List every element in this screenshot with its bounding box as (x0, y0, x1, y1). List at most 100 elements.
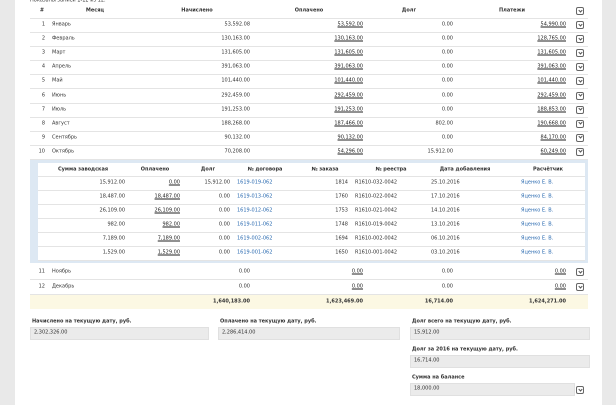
detail-cell[interactable]: Яценко Е. В. (521, 249, 554, 256)
detail-cell[interactable]: Яценко Е. В. (521, 207, 554, 214)
cell[interactable]: 187,466.00 (334, 120, 363, 127)
field-value: 15,912.00 (414, 329, 440, 336)
detail-cell[interactable]: 1619-019-062 (237, 179, 273, 186)
row-number: 6 (41, 92, 45, 98)
row-action[interactable] (576, 147, 584, 156)
cell[interactable]: 130,163.00 (334, 35, 363, 42)
row-number: 8 (41, 120, 45, 127)
detail-cell: 7,189.00 (102, 235, 125, 242)
detail-cell[interactable]: 1619-011-062 (237, 221, 273, 228)
detail-header: № договора (247, 166, 283, 173)
cell[interactable]: 128,765.00 (537, 35, 566, 42)
row-number: 11 (38, 268, 45, 275)
field-box (410, 327, 590, 340)
detail-cell: 17.10.2016 (431, 193, 460, 200)
row-action[interactable] (576, 386, 584, 394)
detail-cell[interactable]: Яценко Е. В. (521, 221, 554, 228)
detail-cell[interactable]: 26,109.00 (154, 207, 180, 214)
total-cell: 1,640,183.00 (212, 298, 250, 305)
month: Июнь (52, 92, 67, 98)
column-header: Платежи (499, 7, 525, 14)
month: Ноябрь (52, 268, 72, 275)
cell: 0.00 (441, 134, 453, 141)
detail-cell[interactable]: Яценко Е. В. (521, 235, 554, 242)
detail-cell[interactable]: Яценко Е. В. (521, 193, 554, 200)
cell[interactable]: 188,853.00 (537, 106, 566, 113)
cell[interactable]: 54,296.00 (337, 148, 363, 155)
detail-cell[interactable]: 1,529.00 (157, 249, 180, 256)
detail-cell[interactable]: 1619-013-062 (237, 193, 273, 200)
row-action[interactable] (576, 105, 584, 114)
detail-cell[interactable]: 1619-002-062 (237, 235, 273, 242)
field-value: 18,000.00 (414, 385, 440, 392)
cell[interactable]: 60,249.00 (540, 148, 566, 155)
month: Июль (52, 106, 67, 113)
cell[interactable]: 292,459.00 (537, 92, 566, 98)
detail-cell[interactable]: 18,487.00 (154, 193, 180, 200)
detail-cell[interactable]: 0.00 (168, 179, 180, 186)
cell[interactable]: 84,170.00 (540, 134, 566, 141)
detail-cell[interactable]: Яценко Е. В. (521, 179, 554, 186)
row-action[interactable] (576, 268, 584, 276)
row-action[interactable] (576, 49, 584, 58)
field-label: Оплачено на текущую дату, руб. (220, 318, 317, 325)
row-number: 2 (41, 35, 45, 42)
detail-cell: R1610-002-0042 (355, 235, 398, 242)
detail-cell: R1610-021-0042 (355, 207, 398, 214)
cell[interactable]: 0.00 (351, 268, 363, 275)
detail-cell: 1748 (335, 221, 348, 228)
row-action[interactable] (576, 35, 584, 44)
cell: 0.00 (441, 49, 453, 56)
total-cell: 1,624,271.00 (528, 298, 566, 305)
cell[interactable]: 131,605.00 (334, 49, 363, 56)
row-action[interactable] (576, 283, 584, 291)
total-cell: 1,623,469.00 (325, 298, 363, 305)
cell: 101,440.00 (221, 77, 250, 84)
detail-cell[interactable]: 1619-012-062 (237, 207, 273, 214)
cell[interactable]: 0.00 (351, 283, 363, 290)
cell[interactable]: 190,668.00 (537, 120, 566, 127)
cell: 0.00 (441, 92, 453, 98)
detail-cell: 06.10.2016 (431, 235, 460, 242)
row-action[interactable] (576, 7, 584, 15)
row-line (30, 130, 588, 132)
cell[interactable]: 391,063.00 (537, 63, 566, 70)
cell[interactable]: 0.00 (554, 268, 566, 275)
detail-cell[interactable]: 982.00 (162, 221, 181, 228)
row-action[interactable] (576, 133, 584, 142)
detail-cell: 0.00 (218, 193, 230, 200)
cell[interactable]: 131,605.00 (537, 49, 566, 56)
cell[interactable]: 54,990.00 (540, 21, 566, 28)
row-action[interactable] (576, 77, 584, 86)
detail-header: № реестра (375, 166, 407, 173)
month: Декабрь (52, 283, 75, 290)
cell[interactable]: 101,440.00 (334, 77, 363, 84)
row-action[interactable] (576, 119, 584, 128)
row-line (30, 144, 588, 146)
cell[interactable]: 101,440.00 (537, 77, 566, 84)
cell[interactable]: 391,063.00 (334, 63, 363, 70)
detail-cell[interactable]: 1619-001-062 (237, 249, 273, 256)
detail-cell: 0.00 (218, 249, 230, 256)
row-action[interactable] (576, 63, 584, 72)
cell[interactable]: 0.00 (554, 283, 566, 290)
detail-header: Сумма заводская (57, 166, 109, 173)
cell[interactable]: 90,132.00 (337, 134, 363, 141)
cell[interactable]: 191,253.00 (334, 106, 363, 113)
row-line (30, 46, 588, 48)
row-number: 1 (41, 21, 45, 28)
month: Сентябрь (52, 134, 77, 141)
cell[interactable]: 292,459.00 (334, 92, 363, 98)
detail-table (38, 163, 585, 260)
cell[interactable]: 53,592.00 (337, 21, 363, 28)
row-line (38, 246, 585, 247)
detail-cell: 1694 (335, 235, 348, 242)
detail-cell[interactable]: 7,189.00 (157, 235, 180, 242)
detail-cell: 0.00 (218, 221, 230, 228)
column-header: Начислено (181, 7, 213, 14)
month: Январь (52, 21, 71, 28)
row-action[interactable] (576, 21, 584, 29)
field-box (218, 327, 400, 340)
row-action[interactable] (576, 91, 584, 100)
cell: 0.00 (441, 63, 453, 70)
